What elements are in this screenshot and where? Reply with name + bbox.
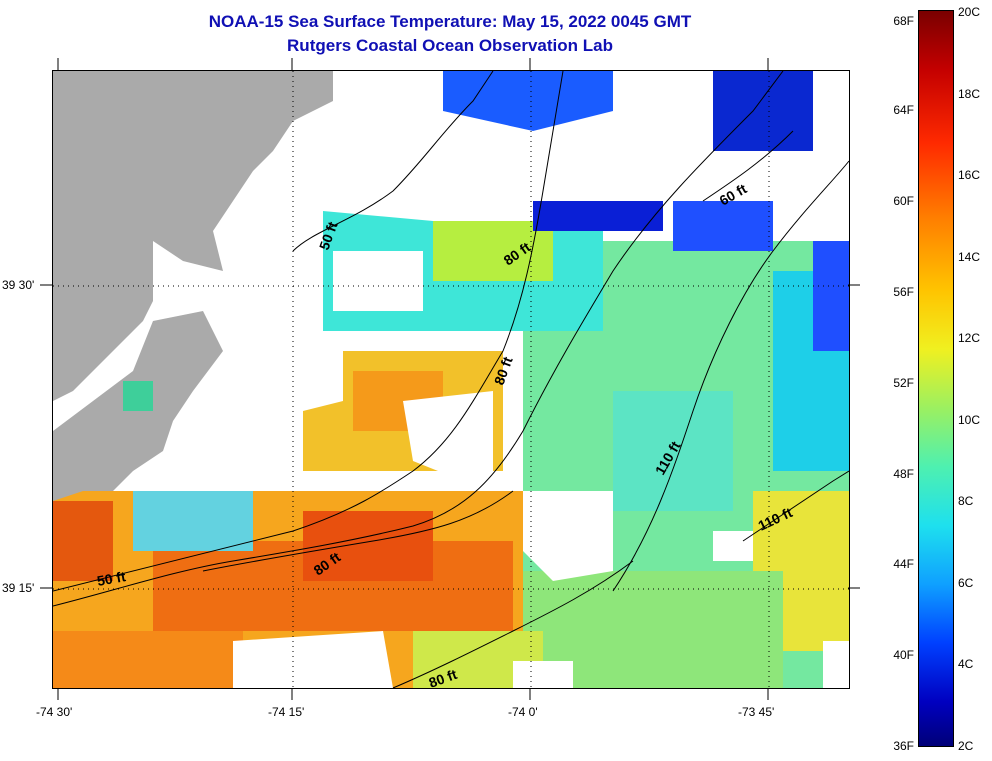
sst-region-southwest-warm: [53, 631, 243, 688]
contour-110ft: [612, 160, 849, 592]
sst-region-south-hottest: [303, 511, 433, 581]
land-mainland: [53, 71, 333, 401]
colorbar-c-label: 18C: [958, 87, 981, 101]
colorbar-c-label: 2C: [958, 739, 974, 753]
cloud-southeast: [823, 641, 849, 688]
sst-map-canvas: 50 ft 80 ft 80 ft 80 ft 110 ft 110 ft 60…: [53, 71, 849, 688]
sst-region-cool-patch: [613, 391, 733, 511]
cloud-patch-2: [403, 391, 493, 481]
depth-contours: [53, 71, 849, 688]
colorbar-f-label: 44F: [893, 557, 914, 571]
colorbar-c-label: 4C: [958, 657, 974, 671]
colorbar-c-label: 14C: [958, 250, 981, 264]
colorbar-f-label: 60F: [893, 194, 914, 208]
lat-tick-label: 39 30': [2, 278, 35, 292]
cloud-south-2: [513, 661, 573, 688]
lat-tick-label: 39 15': [2, 581, 35, 595]
cloud-south-1: [233, 631, 393, 688]
colorbar-c-label: 8C: [958, 494, 974, 508]
sst-region-northeast-blue: [673, 201, 773, 251]
sst-region-inshore-cool: [133, 491, 253, 551]
colorbar-c-label: 10C: [958, 413, 981, 427]
sst-region-southwest-hot: [53, 501, 113, 581]
contour-50ft-north: [292, 71, 494, 252]
colorbar-f-label: 52F: [893, 376, 914, 390]
colorbar-c-label: 12C: [958, 331, 981, 345]
contour-label: 50 ft: [96, 568, 127, 589]
colorbar-f-label: 36F: [893, 739, 914, 753]
colorbar-c-label: 16C: [958, 168, 981, 182]
cloud-northeast: [773, 71, 849, 241]
cloud-patch-3: [253, 341, 343, 411]
contour-80ft-south: [392, 560, 634, 688]
contour-80ft: [53, 71, 564, 592]
lon-tick-label: -74 30': [36, 705, 73, 719]
colorbar-f-label: 64F: [893, 103, 914, 117]
cloud-north-center: [533, 71, 713, 201]
contour-80ft-inner: [202, 490, 514, 572]
sst-bay-patch: [123, 381, 153, 411]
colorbar-f-label: 48F: [893, 467, 914, 481]
colorbar-f-label: 40F: [893, 648, 914, 662]
cloud-patch-1: [333, 251, 423, 311]
colorbar-c-label: 20C: [958, 5, 981, 19]
colorbar-c-label: 6C: [958, 576, 974, 590]
sst-region-northeast-cold: [713, 71, 813, 151]
lon-tick-label: -74 15': [268, 705, 305, 719]
contour-60ft: [702, 130, 794, 202]
lon-tick-label: -74 0': [508, 705, 538, 719]
cloud-patch-5: [713, 531, 753, 561]
lon-tick-label: -73 45': [738, 705, 775, 719]
sst-region-east-cold: [813, 241, 849, 351]
contour-50ft: [53, 71, 784, 607]
map-subtitle: Rutgers Coastal Ocean Observation Lab: [287, 36, 613, 55]
colorbar-f-label: 68F: [893, 14, 914, 28]
contour-110ft-east: [742, 470, 849, 542]
cloud-patch-4: [523, 491, 613, 581]
sst-map: 50 ft 80 ft 80 ft 80 ft 110 ft 110 ft 60…: [52, 70, 850, 689]
colorbar-f-label: 56F: [893, 285, 914, 299]
map-title: NOAA-15 Sea Surface Temperature: May 15,…: [208, 12, 692, 31]
temperature-colorbar: [918, 10, 954, 747]
